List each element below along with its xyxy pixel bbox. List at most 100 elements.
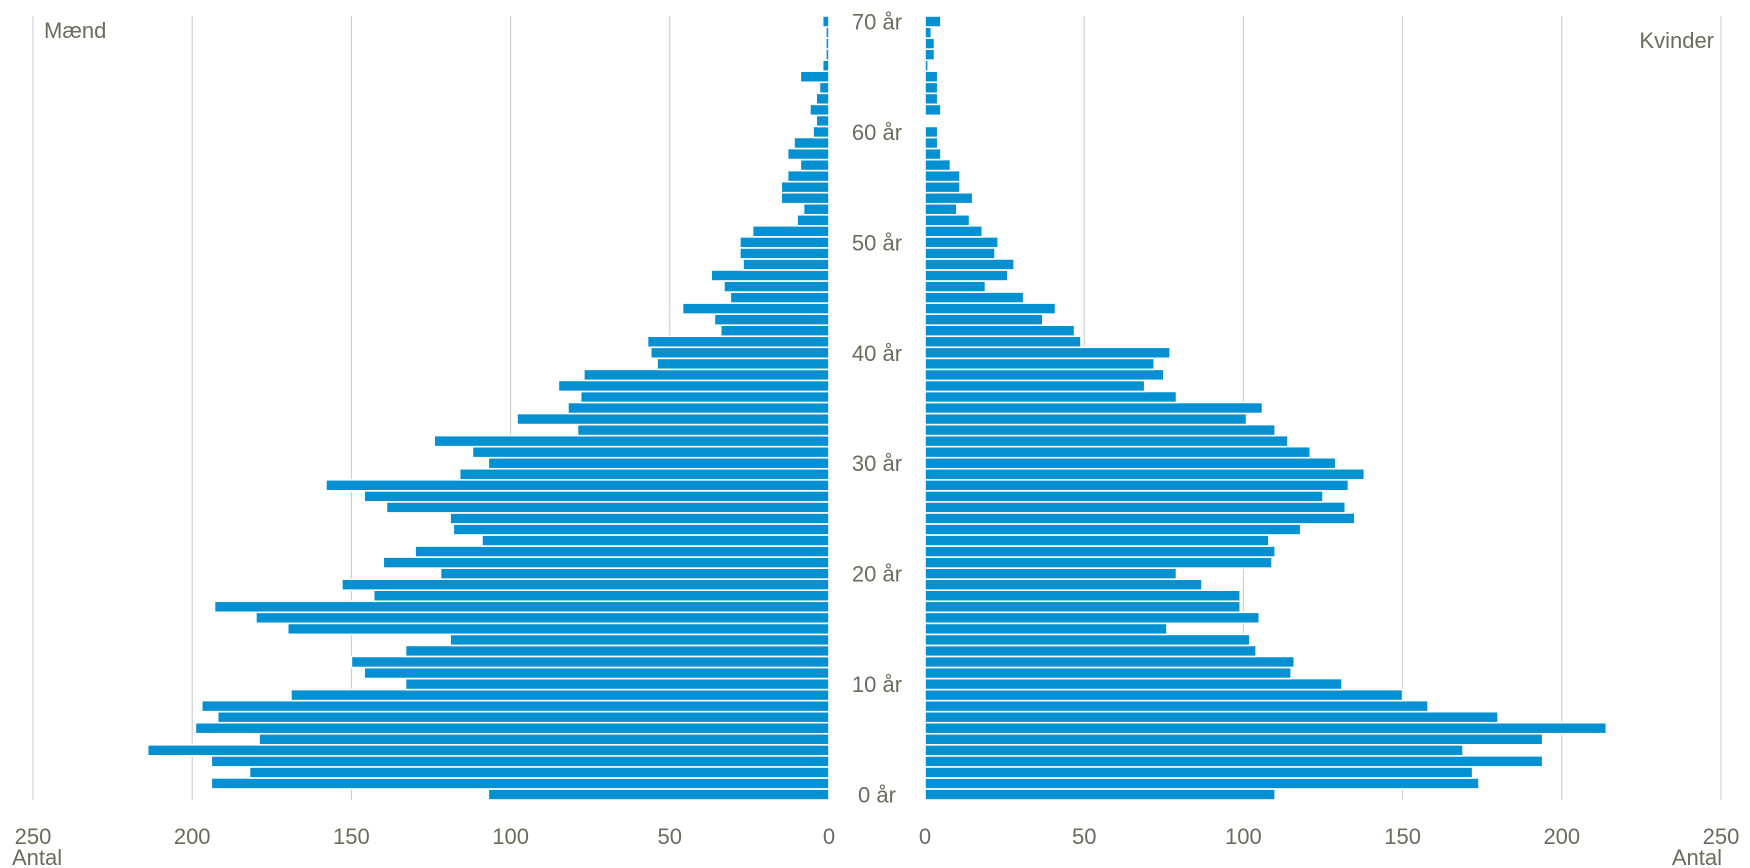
male-bar-age-50 [739, 236, 830, 249]
male-bar-age-69 [825, 26, 830, 39]
female-bar-age-28 [924, 478, 1350, 492]
female-bar-age-57 [924, 158, 952, 172]
age-label-60: 60 år [852, 120, 902, 145]
male-bar-age-14 [449, 633, 830, 647]
female-bar-age-67 [924, 48, 936, 61]
male-bar-age-40 [649, 346, 830, 360]
male-bar-age-15 [286, 622, 830, 636]
age-label-10: 10 år [852, 672, 902, 697]
x-tick-left-50: 50 [658, 824, 682, 849]
x-tick-right-50: 50 [1072, 824, 1096, 849]
female-bar-age-44 [924, 302, 1057, 315]
male-bar-age-18 [372, 589, 830, 603]
male-bar-age-26 [385, 501, 830, 514]
male-bar-age-11 [363, 666, 830, 680]
female-bar-age-37 [924, 379, 1146, 393]
male-bar-age-57 [799, 158, 830, 172]
male-bar-age-0 [487, 788, 830, 801]
female-bar-age-51 [924, 225, 984, 238]
x-tick-left-200: 200 [174, 824, 211, 849]
male-bar-age-67 [825, 48, 830, 61]
female-bar-age-64 [924, 81, 939, 95]
female-bar-age-0 [924, 788, 1277, 801]
male-bar-age-4 [146, 743, 830, 757]
female-bar-age-52 [924, 213, 971, 227]
male-bar-age-19 [341, 578, 830, 591]
male-bar-age-52 [796, 213, 830, 227]
female-bar-age-66 [924, 59, 929, 73]
female-bar-age-56 [924, 169, 961, 183]
male-bar-age-21 [382, 556, 830, 569]
female-bar-age-23 [924, 534, 1270, 547]
male-bar-age-61 [815, 114, 830, 128]
female-bar-age-5 [924, 732, 1544, 746]
male-bar-age-29 [458, 467, 830, 481]
female-bar-age-18 [924, 589, 1242, 603]
male-bar-age-45 [729, 291, 830, 304]
female-bar-age-29 [924, 467, 1366, 481]
male-bar-age-16 [255, 611, 830, 625]
female-bar-age-46 [924, 280, 987, 293]
male-bar-age-44 [681, 302, 830, 315]
age-label-40: 40 år [852, 341, 902, 366]
male-bars [146, 15, 830, 801]
male-bar-age-54 [780, 191, 830, 205]
female-bar-age-45 [924, 291, 1025, 304]
x-axis-ticks: 250 200 150 100 50 0 0 50 100 150 200 250 [15, 824, 1740, 849]
x-tick-left-0: 0 [823, 824, 835, 849]
age-label-20: 20 år [852, 562, 902, 587]
female-bar-age-16 [924, 611, 1261, 625]
male-bar-age-17 [213, 600, 830, 614]
male-bar-age-49 [739, 247, 830, 260]
male-bar-age-41 [646, 335, 830, 349]
male-bar-age-33 [576, 423, 830, 437]
male-bar-age-13 [404, 644, 830, 658]
female-bar-age-19 [924, 578, 1203, 591]
male-bar-age-34 [516, 412, 830, 426]
male-bar-age-63 [815, 92, 830, 106]
male-bar-age-28 [325, 478, 830, 492]
male-bar-age-56 [786, 169, 830, 183]
male-bar-age-25 [449, 512, 830, 525]
male-bar-age-8 [200, 699, 830, 713]
female-bar-age-21 [924, 556, 1273, 569]
female-bar-age-54 [924, 191, 974, 205]
male-bar-age-31 [471, 445, 830, 459]
age-label-50: 50 år [852, 230, 902, 255]
male-bar-age-9 [290, 688, 830, 702]
female-bar-age-27 [924, 490, 1324, 503]
female-bar-age-4 [924, 743, 1464, 757]
male-bar-age-30 [487, 456, 830, 470]
female-bar-age-17 [924, 600, 1242, 614]
female-bar-age-41 [924, 335, 1082, 349]
female-bar-age-6 [924, 721, 1608, 735]
male-bar-age-46 [723, 280, 830, 293]
female-bar-age-11 [924, 666, 1292, 680]
male-bar-age-59 [793, 136, 830, 150]
male-bar-age-3 [210, 755, 830, 768]
male-bar-age-37 [557, 379, 830, 393]
female-bars [924, 15, 1608, 801]
female-bar-age-36 [924, 390, 1178, 404]
female-bar-age-1 [924, 777, 1480, 790]
female-bar-age-58 [924, 147, 942, 161]
male-bar-age-22 [414, 545, 830, 558]
male-bar-age-32 [433, 434, 830, 448]
female-bar-age-9 [924, 688, 1404, 702]
female-bar-age-3 [924, 755, 1544, 768]
gridlines [32, 16, 1722, 800]
female-bar-age-7 [924, 710, 1499, 724]
female-bar-age-39 [924, 357, 1156, 371]
age-label-30: 30 år [852, 451, 902, 476]
x-tick-left-250: 250 [15, 824, 52, 849]
male-bar-age-62 [809, 103, 830, 117]
female-bar-age-50 [924, 236, 1000, 249]
male-bar-age-58 [786, 147, 830, 161]
female-bar-age-22 [924, 545, 1277, 558]
age-labels: 0 år 10 år 20 år 30 år 40 år 50 år 60 år 70 år [852, 10, 902, 808]
male-bar-age-7 [216, 710, 830, 724]
female-bar-age-59 [924, 136, 939, 150]
male-bar-age-48 [742, 258, 830, 271]
female-bar-age-38 [924, 368, 1165, 382]
male-bar-age-66 [821, 59, 830, 73]
